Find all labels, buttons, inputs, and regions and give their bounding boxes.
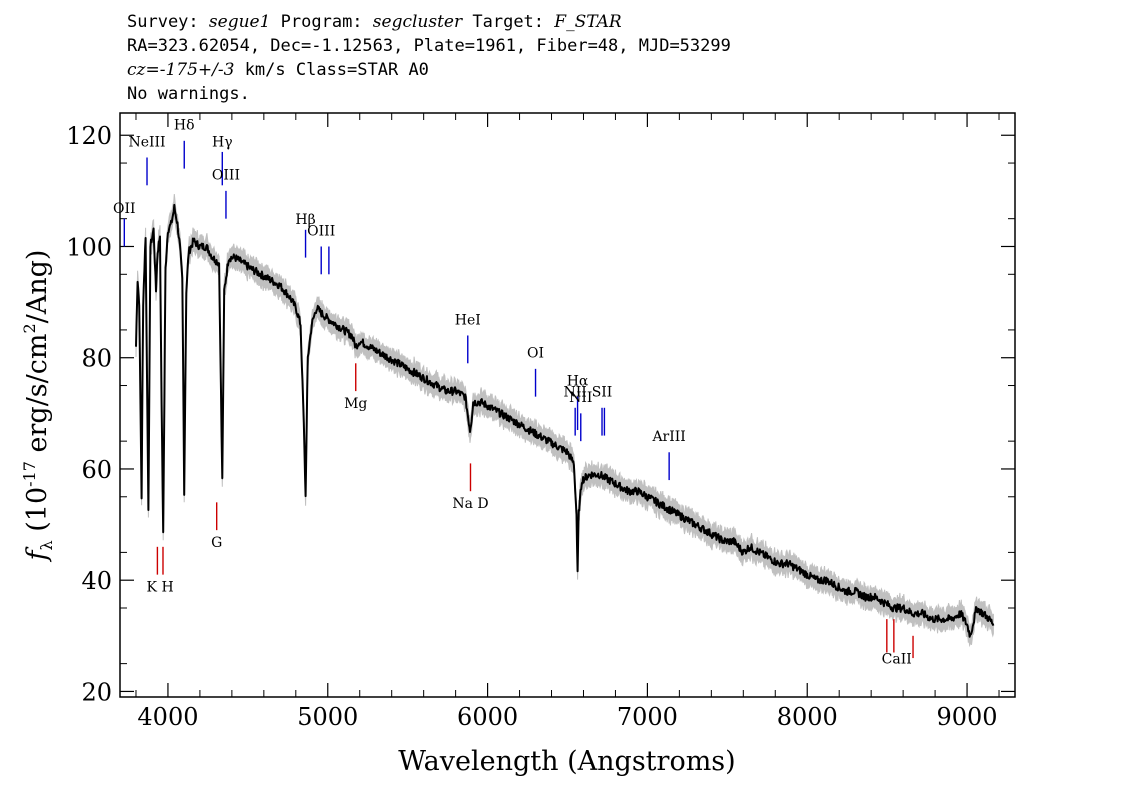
survey-value: segue1 [208,12,271,32]
line-marker-label: NII [564,385,587,401]
y-tick-label: 40 [81,567,112,595]
flux-series [135,203,995,638]
line-marker-label: K H [147,579,174,595]
y-tick-label: 80 [81,345,112,373]
line-marker-label: OI [527,346,544,362]
x-tick-label: 8000 [777,703,838,731]
spectrum-header: Survey: segue1 Program: segcluster Targe… [127,10,731,106]
program-value: segcluster [372,12,463,32]
target-label: Target: [472,12,545,32]
y-tick-label: 120 [66,122,112,150]
cz-value: cz=-175+/-3 [127,60,235,80]
header-line-4: No warnings. [127,84,250,104]
x-tick-label: 4000 [137,703,198,731]
header-line-3: cz=-175+/-3 km/s Class=STAR A0 [127,58,731,82]
y-tick-label: 60 [81,456,112,484]
flux-line [135,203,995,638]
y-axis-label: fλ (10-17 erg/s/cm2/Ang) [20,250,56,563]
line-marker-label: OIII [307,223,335,239]
line-marker-label: Hδ [174,118,195,134]
x-tick-label: 7000 [617,703,678,731]
error-band [135,193,994,648]
line-marker-label: NII [569,390,592,406]
x-axis-label: Wavelength (Angstroms) [398,746,735,777]
error-band-area [135,193,994,648]
x-tick-label: 9000 [937,703,998,731]
header-line-1: Survey: segue1 Program: segcluster Targe… [127,10,731,34]
survey-label: Survey: [127,12,199,32]
program-label: Program: [280,12,363,32]
line-marker-label: OIII [212,168,240,184]
line-marker-label: Hα [567,374,589,390]
target-value: F_STAR [554,12,622,32]
x-tick-label: 6000 [457,703,518,731]
line-marker-label: OII [113,201,136,217]
line-marker-label: Hγ [212,134,233,150]
line-marker-label: Na D [452,496,488,512]
line-marker-label: NeIII [128,134,165,150]
line-marker-label: Mg [344,396,367,412]
x-tick-label: 5000 [297,703,358,731]
header-line-2: RA=323.62054, Dec=-1.12563, Plate=1961, … [127,36,731,56]
line-marker-label: ArIII [651,429,685,445]
line-marker-label: G [211,535,222,551]
line-marker-label: SII [592,385,613,401]
y-tick-label: 100 [66,233,112,261]
class-text: km/s Class=STAR A0 [234,60,429,80]
line-marker-label: Hβ [295,212,315,228]
y-tick-label: 20 [81,678,112,706]
axis-ticks: 4000 5000 6000 7000 8000 9000 20 40 60 80 100 120 [66,113,1015,731]
plot-frame [119,112,1016,698]
line-marker-label: CaII [882,652,912,668]
line-marker-label: HeI [455,312,481,328]
